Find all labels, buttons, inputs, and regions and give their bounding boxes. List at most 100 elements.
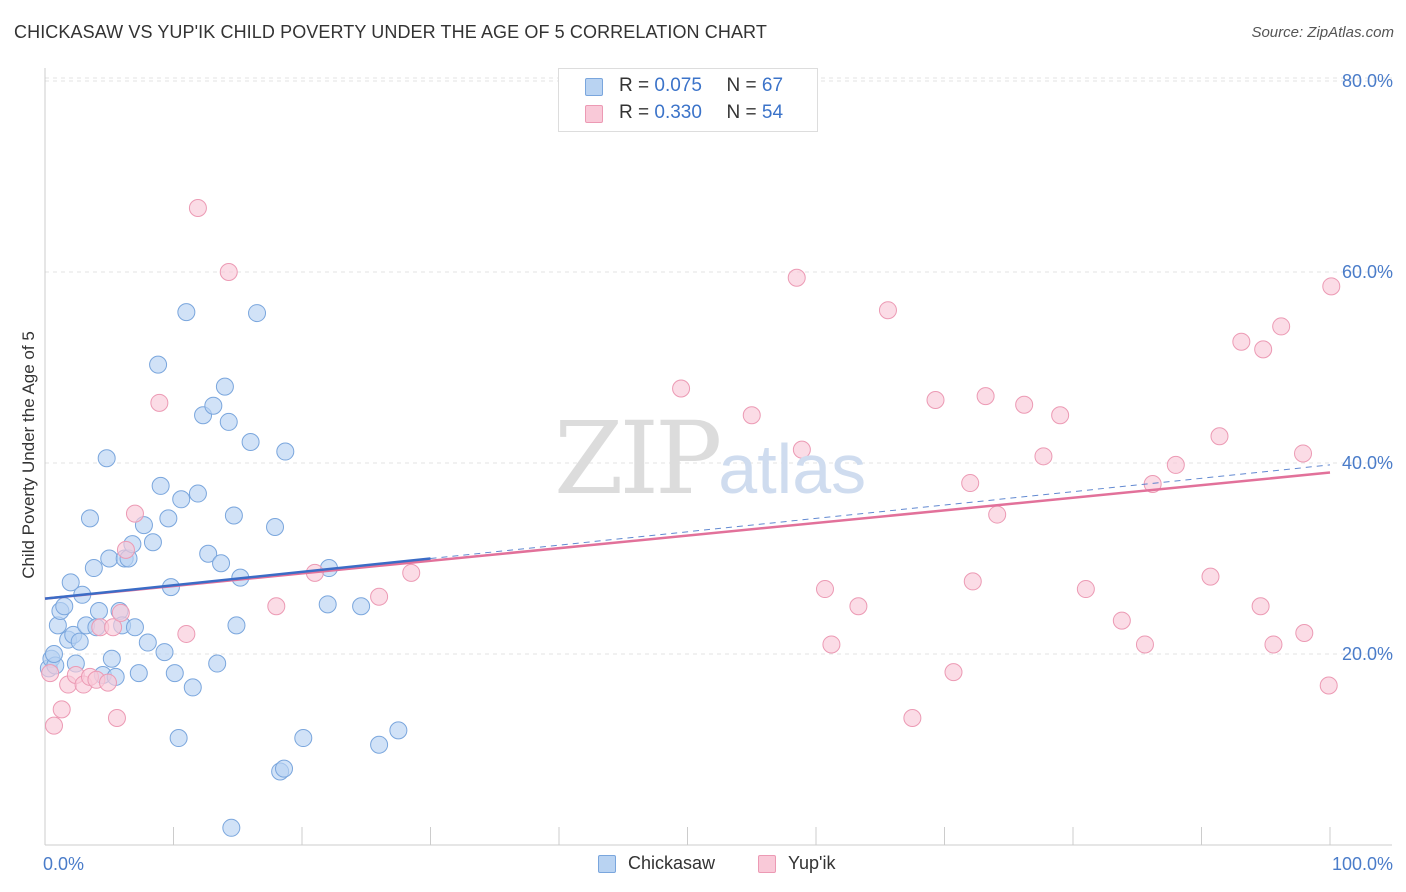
chickasaw-point bbox=[276, 442, 295, 461]
yupik-point bbox=[219, 263, 238, 281]
chickasaw-point bbox=[389, 721, 408, 740]
chickasaw-point bbox=[318, 595, 337, 614]
grid bbox=[45, 77, 1392, 655]
chickasaw-point bbox=[266, 517, 285, 536]
x-tick-label-min: 0.0% bbox=[43, 854, 84, 874]
chart-title: CHICKASAW VS YUP'IK CHILD POVERTY UNDER … bbox=[14, 22, 767, 42]
yupik-r-value: 0.330 bbox=[654, 102, 702, 123]
chickasaw-point bbox=[370, 735, 389, 754]
chickasaw-point bbox=[215, 377, 234, 396]
chickasaw-point bbox=[227, 616, 246, 635]
chickasaw-point bbox=[151, 476, 170, 495]
yupik-point bbox=[1254, 340, 1273, 359]
chickasaw-swatch bbox=[598, 855, 616, 873]
chickasaw-swatch bbox=[585, 78, 603, 96]
yupik-point bbox=[104, 618, 123, 637]
chickasaw-point bbox=[352, 597, 371, 616]
yupik-point bbox=[125, 504, 144, 523]
chickasaw-point bbox=[159, 509, 178, 528]
chickasaw-point bbox=[172, 490, 191, 509]
chickasaw-point bbox=[100, 549, 119, 568]
yupik-point bbox=[177, 624, 196, 643]
n-label: N = bbox=[726, 102, 757, 123]
yupik-point bbox=[41, 664, 60, 683]
chickasaw-trend-line bbox=[44, 557, 431, 600]
chickasaw-point bbox=[169, 729, 188, 748]
chickasaw-point bbox=[149, 355, 168, 374]
yupik-point bbox=[878, 301, 897, 320]
yupik-point bbox=[988, 505, 1007, 524]
chickasaw-point bbox=[143, 533, 162, 552]
yupik-point bbox=[150, 393, 169, 412]
yupik-point bbox=[822, 635, 841, 654]
yupik-trend-line bbox=[44, 471, 1331, 600]
yupik-label: Yup'ik bbox=[788, 853, 836, 873]
yupik-point bbox=[1201, 567, 1220, 586]
yupik-point bbox=[1251, 597, 1270, 616]
chickasaw-point bbox=[188, 484, 207, 503]
yupik-point bbox=[1112, 611, 1131, 630]
yupik-swatch bbox=[585, 105, 603, 123]
yupik-point bbox=[98, 673, 117, 692]
yupik-point bbox=[111, 603, 130, 622]
yupik-point bbox=[1319, 676, 1338, 695]
yupik-point bbox=[107, 708, 126, 727]
chickasaw-point bbox=[89, 602, 108, 621]
chickasaw-r-value: 0.075 bbox=[654, 75, 702, 96]
chickasaw-point bbox=[177, 303, 196, 322]
chickasaw-point bbox=[208, 654, 227, 673]
chickasaw-point bbox=[80, 509, 99, 528]
chickasaw-point bbox=[129, 664, 148, 683]
yupik-points bbox=[41, 199, 1341, 735]
n-label: N = bbox=[726, 75, 757, 96]
stats-legend: R = 0.075 N = 67 R = 0.330 N = 54 bbox=[558, 68, 818, 132]
r-label: R = bbox=[619, 102, 650, 123]
yupik-point bbox=[1166, 455, 1185, 474]
chickasaw-point bbox=[55, 597, 74, 616]
chickasaw-point bbox=[212, 554, 231, 573]
r-label: R = bbox=[619, 75, 650, 96]
yupik-point bbox=[961, 474, 980, 493]
yupik-point bbox=[370, 587, 389, 606]
y-tick-label: 40.0% bbox=[1342, 453, 1393, 473]
yupik-point bbox=[963, 572, 982, 591]
y-tick-label: 80.0% bbox=[1342, 71, 1393, 91]
yupik-point bbox=[1015, 395, 1034, 414]
chickasaw-point bbox=[183, 678, 202, 697]
yupik-point bbox=[1232, 332, 1251, 351]
yupik-point bbox=[1264, 635, 1283, 654]
yupik-point bbox=[52, 700, 71, 719]
chickasaw-point bbox=[241, 432, 260, 451]
yupik-point bbox=[944, 663, 963, 682]
chickasaw-point bbox=[44, 645, 63, 663]
chickasaw-label: Chickasaw bbox=[628, 853, 716, 873]
yupik-point bbox=[116, 540, 135, 559]
yupik-point bbox=[787, 268, 806, 287]
chickasaw-point bbox=[275, 759, 294, 778]
trend-lines bbox=[44, 464, 1331, 600]
chickasaw-point bbox=[138, 633, 157, 652]
yupik-swatch bbox=[758, 855, 776, 873]
chickasaw-point bbox=[155, 643, 174, 662]
yupik-n-value: 54 bbox=[761, 102, 784, 123]
y-axis-label: Child Poverty Under the Age of 5 bbox=[19, 331, 38, 579]
chickasaw-trend-extension bbox=[430, 464, 1331, 559]
yupik-point bbox=[672, 379, 691, 398]
chickasaw-point bbox=[219, 412, 238, 431]
yupik-point bbox=[1295, 623, 1314, 642]
yupik-point bbox=[1294, 444, 1313, 463]
yupik-point bbox=[976, 387, 995, 406]
yupik-point bbox=[815, 580, 834, 599]
chickasaw-point bbox=[224, 506, 243, 525]
yupik-point bbox=[792, 440, 811, 459]
yupik-point bbox=[1076, 580, 1095, 599]
yupik-point bbox=[1034, 447, 1053, 466]
chickasaw-point bbox=[61, 573, 80, 592]
chickasaw-points bbox=[39, 303, 408, 837]
y-tick-label: 60.0% bbox=[1342, 262, 1393, 282]
yupik-point bbox=[1210, 427, 1229, 446]
yupik-point bbox=[188, 199, 207, 218]
chickasaw-point bbox=[125, 618, 144, 637]
axes bbox=[44, 68, 1392, 846]
